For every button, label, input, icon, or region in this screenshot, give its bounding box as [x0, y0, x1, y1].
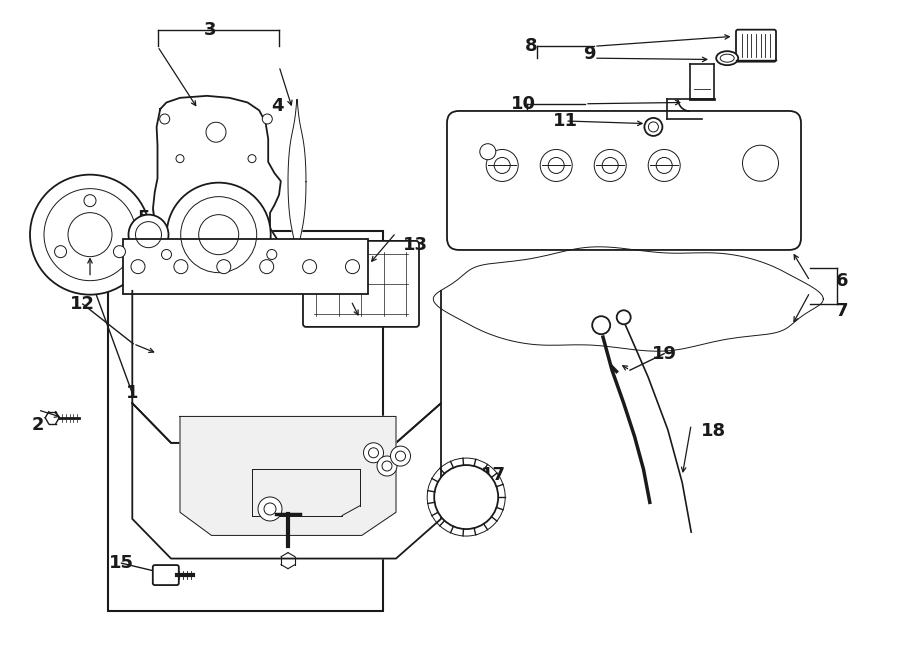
Text: 17: 17: [481, 465, 506, 484]
Circle shape: [346, 260, 359, 274]
FancyBboxPatch shape: [303, 241, 419, 327]
Circle shape: [260, 260, 274, 274]
Polygon shape: [153, 96, 281, 272]
Circle shape: [262, 114, 273, 124]
Circle shape: [113, 246, 125, 258]
Circle shape: [742, 145, 778, 181]
Circle shape: [84, 194, 96, 207]
Bar: [108, 231, 382, 611]
Circle shape: [166, 182, 271, 287]
FancyBboxPatch shape: [736, 30, 776, 61]
Polygon shape: [288, 99, 306, 264]
Polygon shape: [180, 416, 396, 535]
Text: 2: 2: [32, 416, 44, 434]
Circle shape: [266, 249, 277, 260]
Text: 15: 15: [109, 554, 134, 572]
Text: 10: 10: [511, 95, 536, 113]
Text: 6: 6: [836, 272, 849, 290]
Circle shape: [391, 446, 410, 466]
Text: 16: 16: [338, 278, 364, 297]
Circle shape: [377, 456, 397, 476]
Text: 12: 12: [70, 295, 95, 313]
Circle shape: [159, 114, 170, 124]
Circle shape: [129, 215, 168, 254]
Circle shape: [248, 155, 256, 163]
Polygon shape: [132, 403, 441, 559]
Bar: [123, 239, 367, 294]
Text: 3: 3: [203, 20, 216, 39]
Circle shape: [30, 175, 150, 295]
Text: 1: 1: [126, 384, 139, 403]
Circle shape: [258, 497, 282, 521]
Circle shape: [176, 155, 184, 163]
Circle shape: [434, 465, 499, 529]
Circle shape: [302, 260, 317, 274]
Text: 4: 4: [271, 97, 284, 115]
Text: 13: 13: [403, 235, 428, 254]
Circle shape: [480, 143, 496, 160]
Ellipse shape: [716, 51, 738, 65]
Text: 8: 8: [525, 37, 537, 56]
Circle shape: [174, 260, 188, 274]
Text: 18: 18: [701, 422, 726, 440]
FancyBboxPatch shape: [447, 111, 801, 250]
Circle shape: [644, 118, 662, 136]
Text: 19: 19: [652, 344, 677, 363]
Circle shape: [55, 246, 67, 258]
Text: 9: 9: [583, 45, 596, 63]
Text: 7: 7: [836, 301, 849, 320]
Circle shape: [131, 260, 145, 274]
Polygon shape: [434, 247, 824, 351]
Circle shape: [217, 260, 230, 274]
Circle shape: [161, 249, 172, 260]
FancyBboxPatch shape: [153, 565, 179, 585]
Text: 11: 11: [553, 112, 578, 130]
Circle shape: [364, 443, 383, 463]
Text: 5: 5: [138, 209, 150, 227]
Text: 14: 14: [271, 510, 296, 528]
